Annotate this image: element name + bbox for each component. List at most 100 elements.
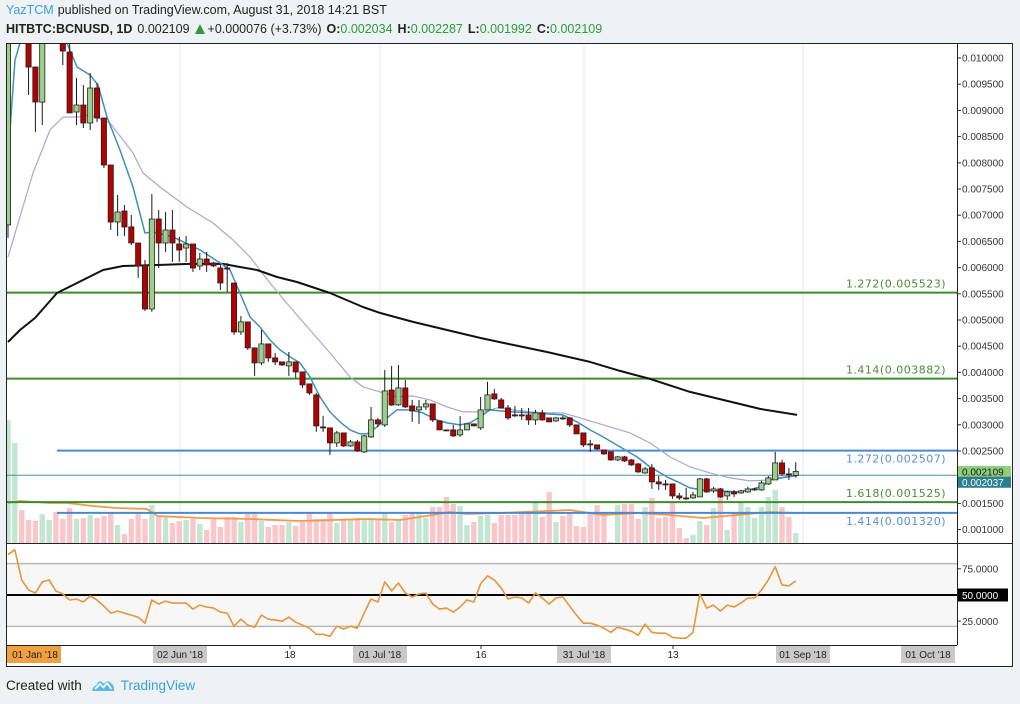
candle[interactable] (779, 459, 786, 476)
candle[interactable] (340, 432, 347, 447)
candle[interactable] (655, 475, 662, 490)
candle[interactable] (47, 0, 52, 37)
candle[interactable] (724, 490, 731, 500)
candle[interactable] (141, 259, 148, 311)
candle[interactable] (642, 466, 649, 474)
candle[interactable] (196, 253, 203, 270)
candle[interactable] (621, 455, 628, 462)
candle[interactable] (278, 361, 285, 366)
candle[interactable] (690, 491, 697, 499)
candle[interactable] (600, 449, 607, 455)
candle[interactable] (772, 451, 779, 481)
candle[interactable] (539, 409, 546, 421)
candle[interactable] (313, 392, 320, 432)
candle[interactable] (628, 458, 635, 466)
candle[interactable] (183, 236, 190, 262)
author-link[interactable]: YazTCM (6, 3, 54, 17)
candle[interactable] (573, 424, 580, 435)
tradingview-cloud-icon[interactable] (91, 677, 115, 693)
candle[interactable] (361, 434, 368, 453)
candle[interactable] (731, 489, 738, 497)
candle[interactable] (566, 416, 573, 427)
fibonacci-levels[interactable]: 1.272(0.005523) 1.414(0.003882) 1.272(0.00… (6, 278, 957, 528)
candle[interactable] (237, 316, 244, 335)
candle[interactable] (189, 243, 196, 272)
candle[interactable] (436, 420, 443, 431)
candle[interactable] (320, 415, 327, 432)
candle[interactable] (217, 265, 224, 290)
candle[interactable] (737, 489, 744, 494)
candle[interactable] (19, 0, 24, 32)
candle[interactable] (429, 403, 436, 422)
candle[interactable] (676, 492, 683, 500)
price-pane[interactable]: 1.272(0.005523) 1.414(0.003882) 1.272(0.00… (5, 0, 957, 543)
candle[interactable] (388, 366, 395, 406)
candle[interactable] (374, 417, 381, 427)
candle[interactable] (135, 242, 142, 278)
candle[interactable] (648, 463, 655, 489)
candle[interactable] (470, 423, 477, 427)
candle[interactable] (710, 486, 717, 493)
candle[interactable] (594, 444, 601, 450)
candle[interactable] (5, 27, 11, 238)
candle[interactable] (457, 415, 464, 437)
candle[interactable] (669, 483, 676, 499)
candle[interactable] (265, 343, 272, 362)
candle[interactable] (744, 486, 751, 493)
candle[interactable] (285, 352, 292, 376)
rsi-pane[interactable] (6, 548, 957, 639)
candle[interactable] (107, 164, 114, 230)
candle[interactable] (292, 361, 299, 378)
candle[interactable] (251, 347, 258, 376)
candle[interactable] (155, 210, 162, 268)
candle[interactable] (231, 282, 238, 335)
candle[interactable] (607, 451, 614, 461)
candle[interactable] (785, 467, 792, 480)
candle[interactable] (80, 85, 87, 128)
candle[interactable] (114, 195, 121, 236)
candle[interactable] (354, 439, 361, 452)
candle[interactable] (532, 409, 539, 425)
candle[interactable] (73, 78, 80, 125)
candle[interactable] (525, 407, 532, 425)
candle[interactable] (409, 399, 416, 422)
candle[interactable] (272, 353, 279, 365)
candle[interactable] (703, 477, 710, 493)
candle[interactable] (368, 406, 375, 438)
candle[interactable] (203, 252, 210, 272)
candle[interactable] (148, 194, 155, 312)
candle[interactable] (587, 439, 594, 452)
candle[interactable] (484, 381, 491, 411)
candle[interactable] (381, 369, 388, 427)
candle[interactable] (39, 16, 46, 125)
candle[interactable] (463, 423, 470, 431)
candle[interactable] (395, 365, 402, 406)
candle[interactable] (326, 427, 333, 455)
candle[interactable] (224, 262, 231, 292)
candle[interactable] (333, 430, 340, 447)
candle[interactable] (491, 388, 498, 400)
candle[interactable] (176, 236, 183, 262)
candle[interactable] (306, 383, 313, 395)
candle[interactable] (258, 330, 265, 365)
candle[interactable] (450, 424, 457, 437)
candle[interactable] (402, 379, 409, 408)
candle[interactable] (717, 487, 724, 498)
candle[interactable] (162, 212, 169, 252)
candle[interactable] (683, 487, 690, 500)
candle[interactable] (53, 0, 58, 37)
candle[interactable] (498, 397, 505, 409)
candle[interactable] (559, 415, 566, 420)
candle[interactable] (25, 27, 32, 95)
candle[interactable] (511, 405, 518, 417)
candle[interactable] (128, 215, 135, 245)
candle[interactable] (121, 205, 128, 236)
candle[interactable] (751, 487, 758, 491)
candle[interactable] (32, 66, 39, 132)
candle[interactable] (477, 396, 484, 430)
candle[interactable] (696, 477, 703, 498)
candle[interactable] (792, 462, 799, 478)
time-axis[interactable]: 01 Jan '18 02 Jun '18 18 01 Jul '18 16 31 Jul… (7, 645, 955, 663)
candle[interactable] (635, 462, 642, 473)
